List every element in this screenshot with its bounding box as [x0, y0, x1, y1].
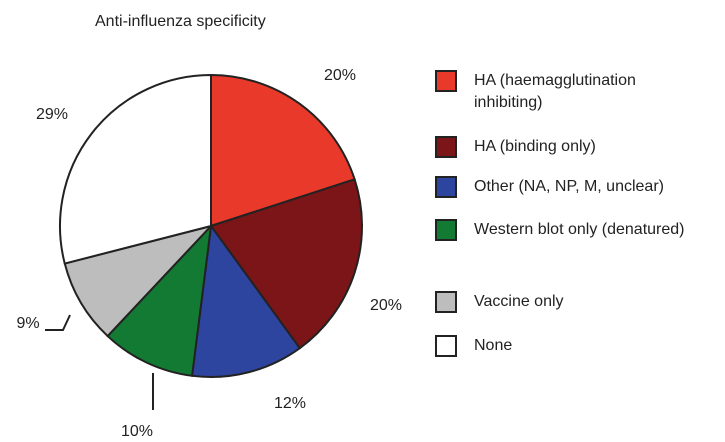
pie-slice	[63, 224, 215, 338]
legend-label: Other (NA, NP, M, unclear)	[474, 178, 664, 195]
pie-slice	[59, 73, 212, 265]
legend-swatch	[435, 219, 457, 241]
data-label: 12%	[274, 395, 306, 412]
pie-slice	[209, 178, 363, 350]
legend-swatch	[435, 136, 457, 158]
data-label: 20%	[370, 297, 402, 314]
pie-slice	[210, 73, 356, 228]
legend-label: HA (binding only)	[474, 138, 596, 155]
chart-title: Anti-influenza specificity	[95, 13, 266, 30]
data-label: 29%	[36, 106, 68, 123]
data-label: 20%	[324, 67, 356, 84]
pie-slice	[106, 223, 213, 377]
legend-label: None	[474, 337, 513, 354]
data-label: 10%	[121, 423, 153, 440]
legend-label: Western blot only (denatured)	[474, 221, 685, 238]
legend-label: Vaccine only	[474, 293, 564, 310]
legend-swatch	[435, 291, 457, 313]
pie-slice	[190, 223, 302, 378]
legend-swatch	[435, 70, 457, 92]
leader-line	[45, 314, 71, 331]
legend-swatch	[435, 176, 457, 198]
legend-swatch	[435, 335, 457, 357]
legend-label: HA (haemagglutination inhibiting)	[474, 72, 636, 111]
data-label: 9%	[16, 315, 39, 332]
